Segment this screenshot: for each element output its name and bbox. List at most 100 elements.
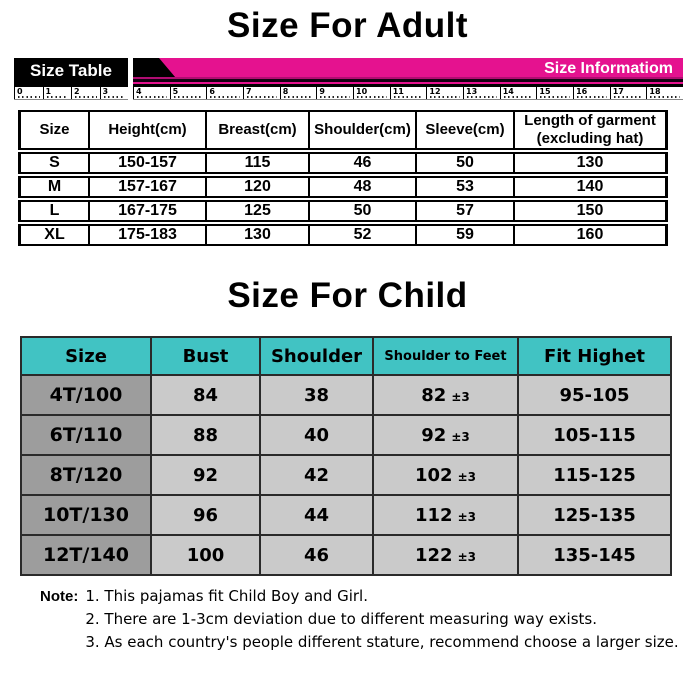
child-table-cell: 40 [259, 414, 374, 456]
ruler-right-unit: 9 [316, 87, 353, 99]
adult-column-header: Breast(cm) [207, 110, 310, 150]
ruler-number: 17 [612, 87, 624, 96]
adult-table-cell: 130 [515, 152, 668, 174]
ruler-number: 8 [282, 87, 289, 96]
adult-table-cell: 53 [417, 176, 515, 198]
size-information-banner-label: Size Informatiom [544, 60, 673, 77]
ruler-left-unit: 0 [14, 87, 43, 99]
ruler-right-unit: 10 [353, 87, 390, 99]
child-table-row: 8T/120 92 42 102 ±3 115-125 [20, 454, 672, 496]
adult-table-cell: 115 [207, 152, 310, 174]
adult-table-cell: 46 [310, 152, 417, 174]
adult-table-cell: 50 [417, 152, 515, 174]
ruler-left-unit: 2 [71, 87, 100, 99]
child-table-row: 10T/130 96 44 112 ±3 125-135 [20, 494, 672, 536]
tolerance-value: ±3 [457, 509, 476, 524]
note-label: Note: [40, 588, 79, 605]
adult-table-cell: 175-183 [90, 224, 207, 246]
adult-section-title: Size For Adult [227, 6, 468, 45]
measurement-value: 92 [421, 424, 447, 446]
note-item: 2. There are 1-3cm deviation due to diff… [85, 610, 597, 628]
child-table-row: 6T/110 88 40 92 ±3 105-115 [20, 414, 672, 456]
child-table-cell: 125-135 [517, 494, 672, 536]
child-table-cell: 44 [259, 494, 374, 536]
adult-table-cell: XL [18, 224, 90, 246]
ruler-right-unit: 6 [206, 87, 243, 99]
ruler-right-unit: 7 [243, 87, 280, 99]
ruler-number: 12 [429, 87, 441, 96]
child-column-header: Shoulder to Feet [372, 336, 519, 376]
note-item: 1. This pajamas fit Child Boy and Girl. [85, 587, 368, 605]
adult-table-cell: S [18, 152, 90, 174]
child-column-header: Shoulder [259, 336, 374, 376]
ruler-number: 9 [319, 87, 325, 96]
adult-table-cell: 157-167 [90, 176, 207, 198]
ruler-number: 0 [17, 87, 23, 96]
child-table-cell: 95-105 [517, 374, 672, 416]
adult-table-cell: 120 [207, 176, 310, 198]
ruler-right-unit: 11 [389, 87, 427, 99]
ruler-right-unit: 15 [536, 87, 573, 99]
ruler-number: 18 [649, 87, 661, 96]
adult-table-cell: 167-175 [90, 200, 207, 222]
child-table-cell: 8T/120 [20, 454, 152, 496]
ruler-right-unit: 16 [573, 87, 610, 99]
ruler-right-unit: 17 [609, 87, 647, 99]
child-table-cell: 100 [150, 534, 261, 576]
child-table-cell: 84 [150, 374, 261, 416]
ruler-left-unit: 3 [99, 87, 129, 99]
child-table-header-row: Size Bust Shoulder Shoulder to Feet Fit High… [20, 336, 672, 376]
adult-column-header: Length of garment (excluding hat) [515, 110, 668, 150]
tolerance-value: ±3 [457, 549, 476, 564]
adult-table-cell: 50 [310, 200, 417, 222]
ruler-right-unit: 8 [279, 87, 317, 99]
note-item: 3. As each country's people different st… [85, 633, 679, 651]
child-table-cell: 122 ±3 [372, 534, 519, 576]
child-column-header: Bust [150, 336, 261, 376]
adult-table-header-row: Size Height(cm) Breast(cm) Shoulder(cm) Slee… [18, 110, 668, 150]
ruler-right-unit: 5 [169, 87, 207, 99]
adult-column-header: Height(cm) [90, 110, 207, 150]
ruler-number: 3 [102, 87, 109, 96]
adult-table-cell: 160 [515, 224, 668, 246]
adult-table-cell: 150 [515, 200, 668, 222]
adult-table-cell: 57 [417, 200, 515, 222]
ruler-number: 7 [246, 87, 252, 96]
note-items: 1. This pajamas fit Child Boy and Girl. 2… [85, 586, 678, 655]
child-table-cell: 112 ±3 [372, 494, 519, 536]
adult-column-header: Size [18, 110, 90, 150]
size-table-banner-label: Size Table [14, 58, 128, 84]
adult-column-header: Shoulder(cm) [310, 110, 417, 150]
ruler-right-unit: 4 [133, 87, 170, 99]
child-table-cell: 96 [150, 494, 261, 536]
adult-table-cell: 125 [207, 200, 310, 222]
ruler-left-segment: 0 1 2 3 [14, 84, 128, 100]
ruler-right-unit: 18 [646, 87, 683, 99]
child-table-cell: 88 [150, 414, 261, 456]
adult-table-cell: M [18, 176, 90, 198]
ruler-number: 5 [172, 87, 179, 96]
ruler-right-unit: 13 [463, 87, 500, 99]
adult-table-row: M 157-167 120 48 53 140 [18, 176, 668, 198]
notes-section: Note: 1. This pajamas fit Child Boy and … [40, 586, 695, 655]
measurement-value: 112 [415, 504, 453, 526]
child-section-title: Size For Child [227, 276, 468, 315]
ruler-number: 4 [136, 87, 142, 96]
child-table-cell: 10T/130 [20, 494, 152, 536]
child-table-cell: 105-115 [517, 414, 672, 456]
child-table-cell: 115-125 [517, 454, 672, 496]
child-table-cell: 6T/110 [20, 414, 152, 456]
child-table-cell: 46 [259, 534, 374, 576]
child-table-cell: 92 [150, 454, 261, 496]
ruler-number: 1 [45, 87, 52, 96]
adult-table-row: L 167-175 125 50 57 150 [18, 200, 668, 222]
adult-size-table: Size Height(cm) Breast(cm) Shoulder(cm) Slee… [18, 108, 668, 248]
adult-table-cell: 140 [515, 176, 668, 198]
child-table-cell: 92 ±3 [372, 414, 519, 456]
ruler-right-segment: 4 5 6 7 8 9 10 11 12 13 14 15 16 17 18 [133, 84, 683, 100]
adult-table-cell: 150-157 [90, 152, 207, 174]
child-size-table: Size Bust Shoulder Shoulder to Feet Fit High… [20, 336, 672, 576]
ruler-number: 11 [392, 87, 404, 96]
